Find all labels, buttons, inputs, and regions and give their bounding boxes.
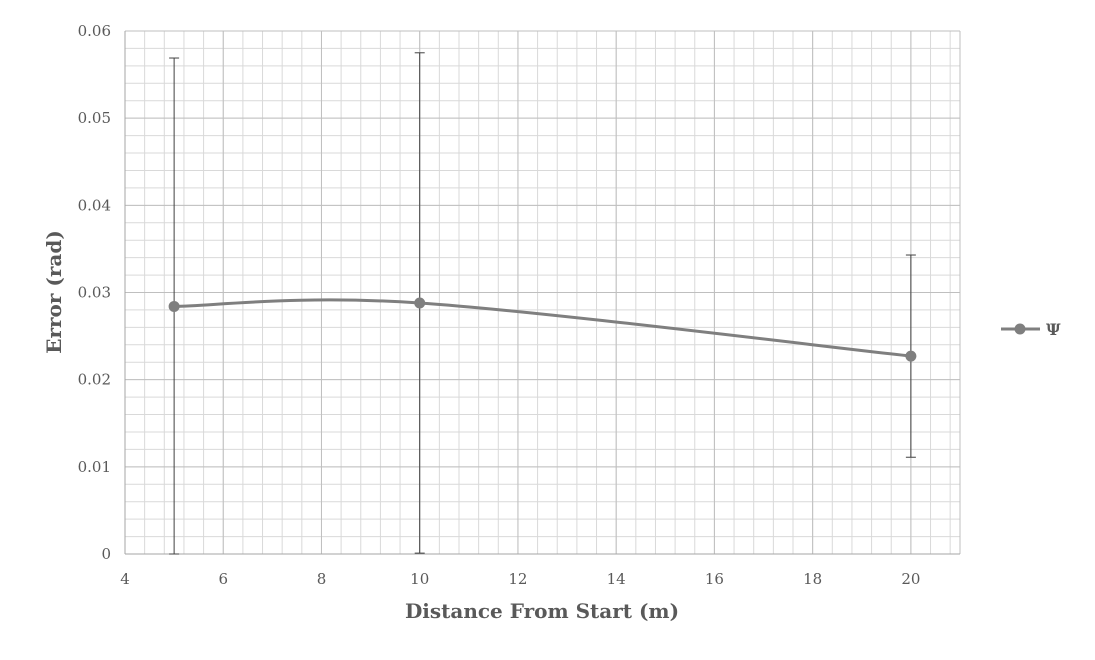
y-tick-label: 0 <box>101 545 111 563</box>
legend: Ψ <box>1001 320 1061 339</box>
y-tick-label: 0.06 <box>78 22 111 40</box>
x-tick-label: 16 <box>705 570 724 588</box>
data-point <box>414 297 426 309</box>
x-tick-label: 12 <box>508 570 527 588</box>
x-tick-label: 10 <box>410 570 429 588</box>
x-tick-label: 4 <box>120 570 130 588</box>
y-tick-label: 0.02 <box>78 371 111 389</box>
y-tick-label: 0.04 <box>78 196 111 214</box>
x-tick-label: 8 <box>317 570 327 588</box>
y-tick-label: 0.05 <box>78 109 111 127</box>
x-tick-label: 18 <box>803 570 822 588</box>
legend-marker <box>1014 323 1026 335</box>
x-tick-label: 6 <box>218 570 228 588</box>
series-line <box>172 298 913 358</box>
series-lines <box>172 298 913 358</box>
y-tick-label: 0.01 <box>78 458 111 476</box>
data-point <box>905 350 917 362</box>
error-bars <box>169 52 916 555</box>
y-tick-labels: 0 0.01 0.02 0.03 0.04 0.05 0.06 <box>78 22 111 563</box>
data-points <box>168 297 917 362</box>
x-tick-label: 14 <box>607 570 626 588</box>
x-tick-label: 20 <box>901 570 920 588</box>
y-tick-label: 0.03 <box>78 284 111 302</box>
y-axis-title: Error (rad) <box>42 230 66 354</box>
x-tick-labels: 4 6 8 10 12 14 16 18 20 <box>120 570 920 588</box>
legend-label: Ψ <box>1046 320 1061 339</box>
axes <box>124 31 960 555</box>
major-gridlines <box>124 30 961 555</box>
x-axis-title: Distance From Start (m) <box>405 599 679 623</box>
data-point <box>168 300 180 312</box>
